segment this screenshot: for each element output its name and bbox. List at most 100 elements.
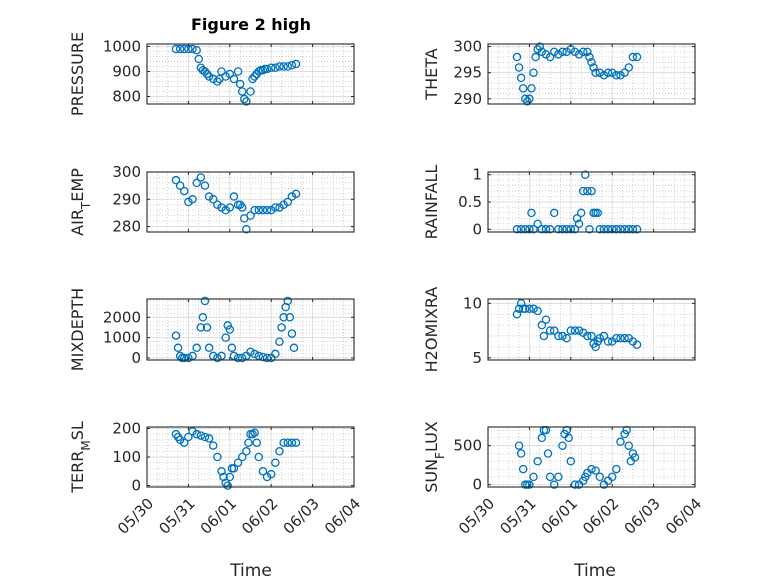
data-point — [612, 225, 621, 234]
data-point — [574, 326, 584, 335]
data-point — [599, 225, 609, 234]
data-point — [533, 44, 542, 54]
data-point — [258, 205, 268, 215]
data-point — [562, 47, 571, 57]
data-point — [229, 192, 239, 201]
x-tick-label: 05/31 — [155, 495, 198, 538]
data-point — [521, 94, 530, 104]
data-point — [213, 353, 222, 363]
data-point — [595, 472, 605, 482]
data-point — [514, 304, 524, 314]
y-tick-label: 200 — [112, 419, 141, 437]
data-point — [521, 225, 530, 234]
data-point — [587, 58, 596, 67]
x-tick-label: 06/03 — [621, 495, 664, 538]
data-point — [603, 68, 613, 77]
data-point — [516, 73, 526, 83]
data-point — [180, 44, 189, 54]
y-tick-label: 1 — [472, 166, 482, 184]
data-point — [595, 333, 605, 343]
data-point — [525, 304, 534, 314]
y-tick-label: 300 — [453, 38, 482, 56]
x-tick-label: 06/03 — [280, 495, 323, 538]
data-point — [539, 331, 549, 341]
data-point — [593, 208, 602, 218]
data-point — [223, 481, 232, 490]
data-point — [570, 225, 580, 234]
data-point — [246, 87, 255, 96]
data-point — [192, 46, 201, 55]
data-point — [585, 52, 594, 62]
data-point — [217, 467, 226, 476]
y-tick-label: 300 — [112, 163, 141, 181]
data-point — [516, 449, 526, 458]
data-point — [523, 97, 532, 106]
data-point — [585, 225, 594, 234]
data-point — [213, 77, 222, 86]
data-point — [275, 337, 284, 346]
data-point — [221, 333, 230, 342]
data-point — [583, 331, 592, 341]
data-point — [285, 313, 295, 322]
data-point — [200, 181, 210, 190]
y-axis-label: RAINFALL — [422, 165, 441, 240]
y-tick-label: 1000 — [103, 329, 141, 347]
data-point — [549, 208, 559, 218]
subplot-3: 280 290 300 AIRTEMP — [68, 163, 355, 236]
y-tick-label: 10 — [463, 294, 482, 312]
data-point — [533, 306, 542, 316]
data-point — [529, 472, 538, 482]
data-point — [537, 225, 547, 234]
data-point — [624, 441, 634, 450]
data-point — [188, 44, 197, 54]
data-point — [271, 203, 280, 212]
data-point — [198, 313, 208, 322]
data-point — [208, 441, 218, 450]
data-point — [564, 433, 573, 443]
data-point — [258, 352, 268, 362]
data-point — [541, 50, 551, 59]
data-point — [616, 225, 625, 234]
data-point — [287, 61, 297, 70]
data-point — [219, 472, 228, 482]
data-point — [254, 452, 264, 462]
data-point — [235, 79, 245, 89]
y-axis-label: H2OMIXRA — [422, 287, 441, 373]
data-point — [574, 50, 584, 59]
data-point — [595, 225, 605, 234]
y-tick-label: 290 — [112, 190, 141, 208]
data-point — [262, 353, 272, 363]
data-point — [512, 309, 522, 319]
x-tick-label: 06/02 — [579, 495, 622, 538]
y-tick-label: 290 — [453, 90, 482, 108]
data-point — [248, 74, 257, 84]
data-point — [570, 326, 580, 335]
data-point — [175, 181, 185, 190]
y-axis-label: SUNFLUX — [422, 421, 447, 493]
data-point — [233, 353, 243, 363]
x-tick-label: 06/01 — [538, 495, 581, 538]
data-point — [262, 205, 272, 215]
data-point — [566, 326, 576, 335]
data-point — [171, 331, 181, 340]
data-point — [529, 304, 538, 314]
y-tick-label: 900 — [112, 63, 141, 81]
data-point — [628, 52, 638, 62]
y-tick-label: 0 — [472, 220, 482, 238]
data-point — [204, 72, 214, 81]
data-point — [262, 64, 272, 74]
x-tick-label: 05/31 — [496, 495, 539, 538]
data-point — [607, 68, 617, 77]
data-point — [208, 74, 218, 84]
data-point — [171, 44, 181, 54]
data-point — [223, 321, 232, 330]
axes-box — [487, 426, 696, 488]
data-point — [196, 173, 206, 182]
data-point — [591, 342, 600, 352]
x-tick-label: 05/30 — [114, 495, 157, 538]
y-tick-label: 5 — [472, 349, 482, 367]
data-point — [537, 47, 547, 57]
data-point — [521, 304, 530, 314]
data-point — [562, 225, 571, 234]
data-point — [287, 438, 297, 447]
